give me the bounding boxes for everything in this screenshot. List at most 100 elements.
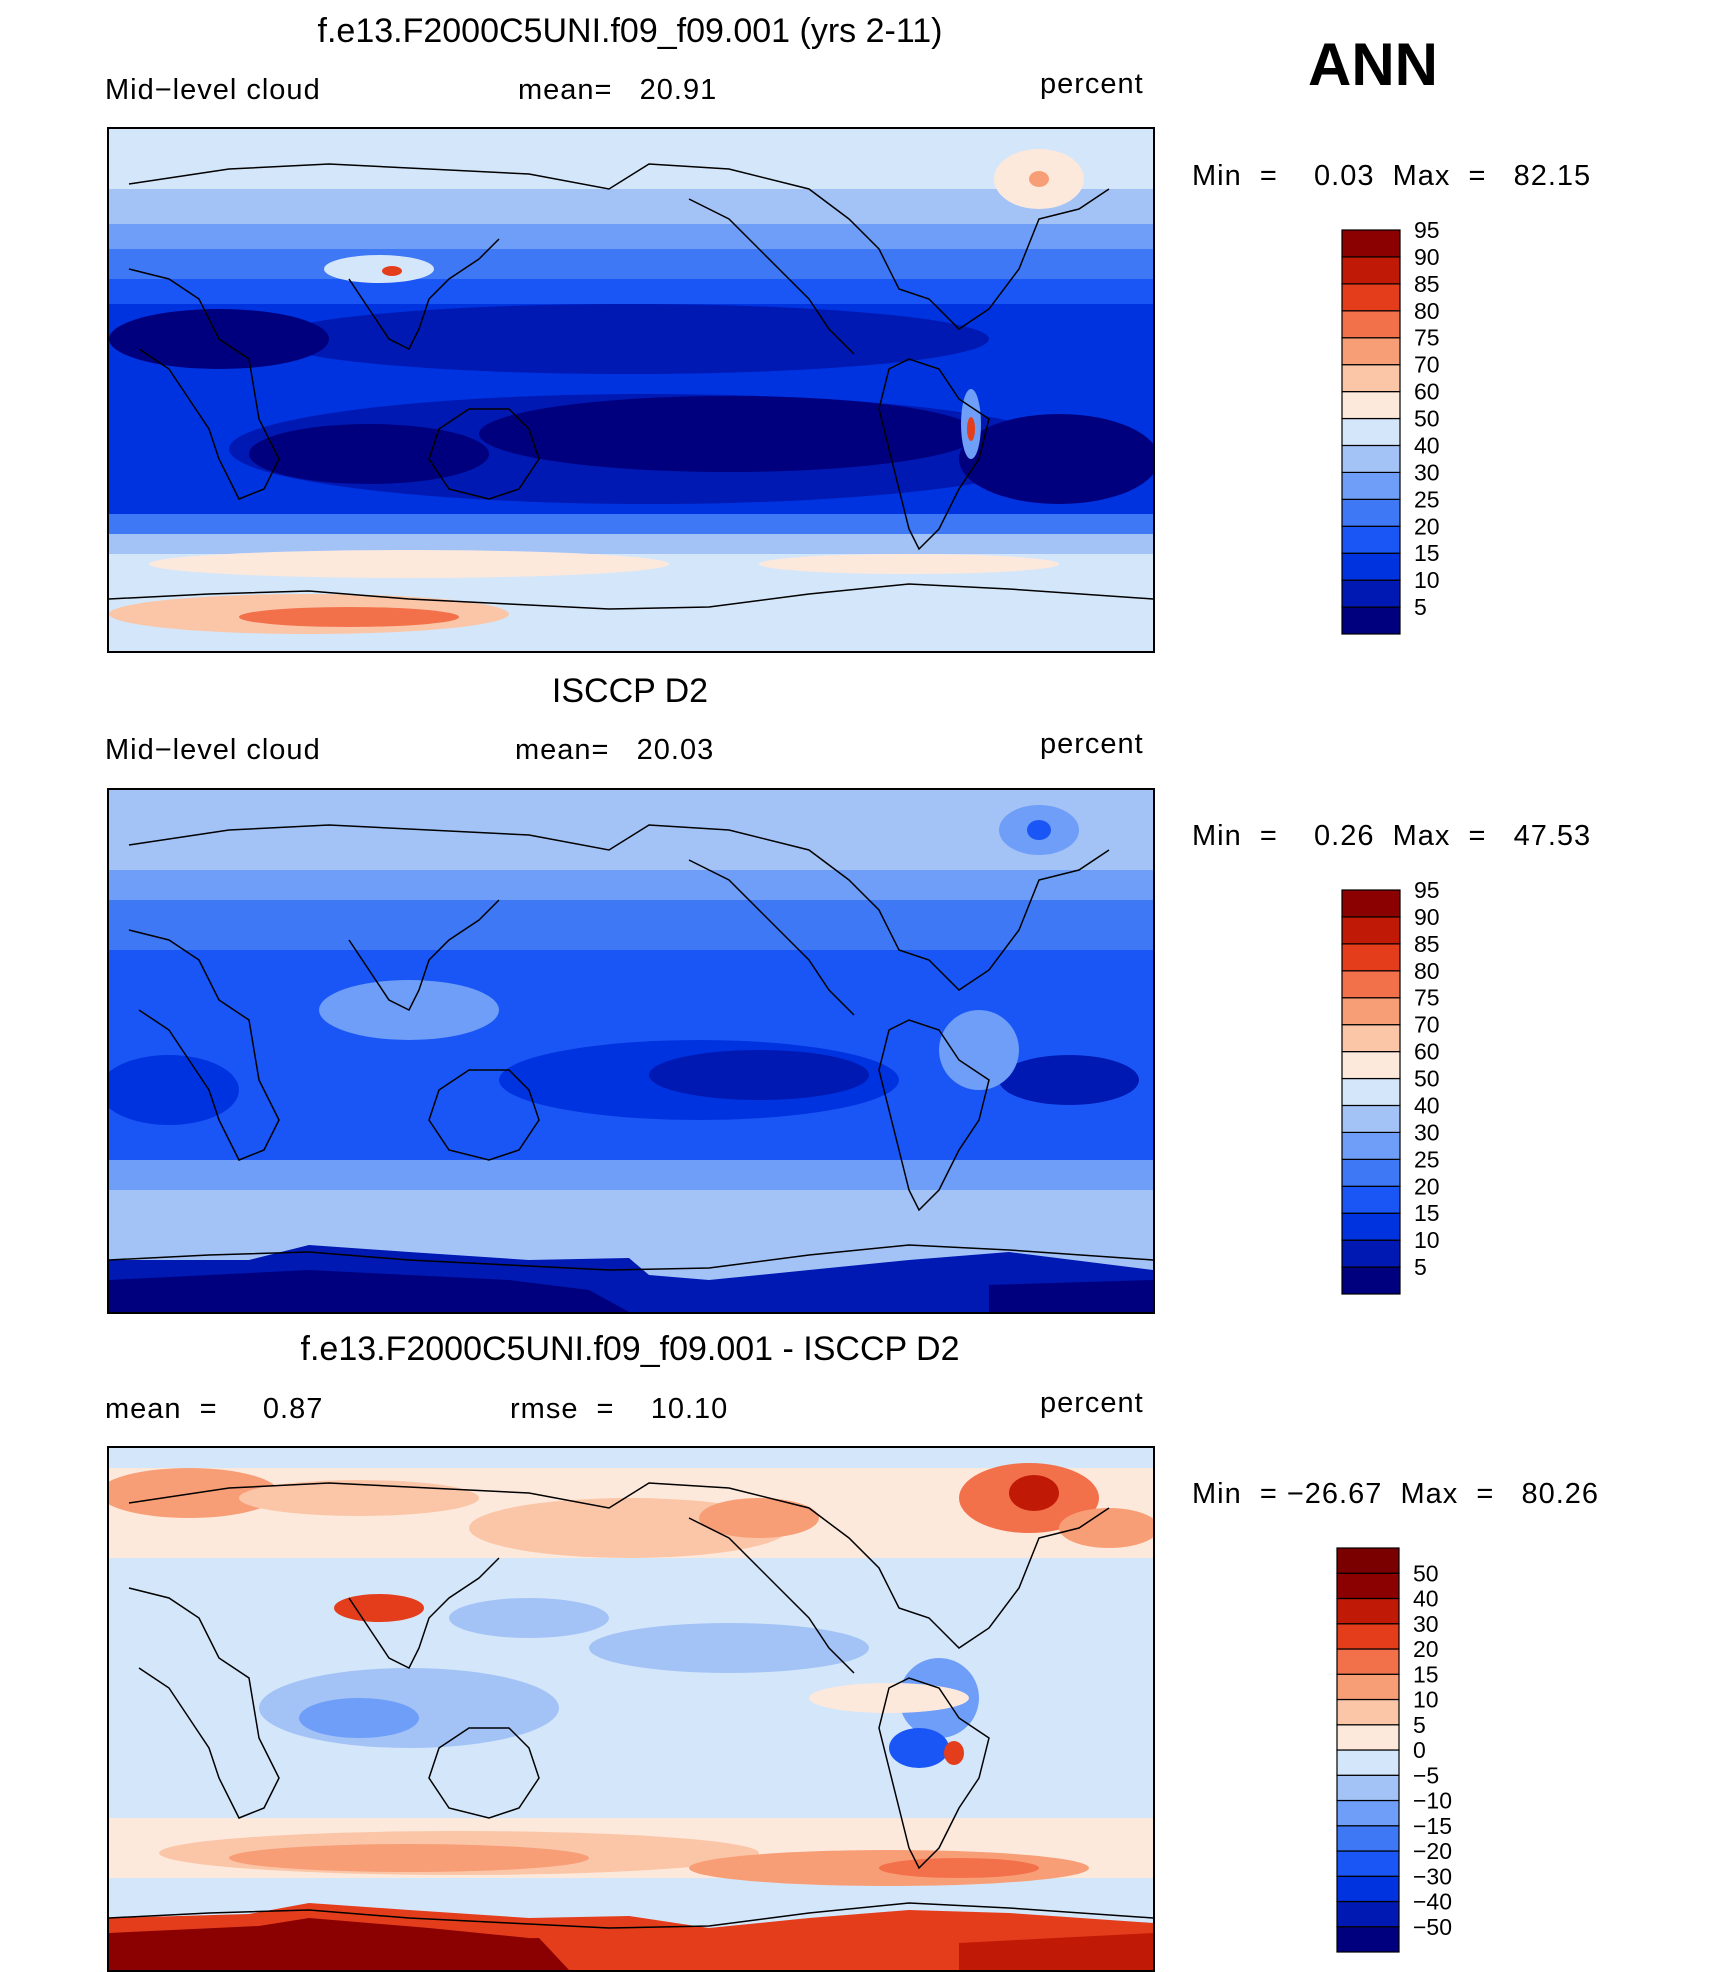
colorbar-tick-label: 25 <box>1414 486 1440 512</box>
colorbar-box <box>1341 229 1401 258</box>
panel-2-field <box>109 790 1153 1312</box>
panel-3-map <box>107 1446 1155 1972</box>
panel-1-units-label: percent <box>1040 68 1144 100</box>
colorbar-box <box>1341 1104 1401 1133</box>
colorbar-box <box>1341 1158 1401 1187</box>
colorbar-box <box>1341 1024 1401 1053</box>
colorbar-tick-label: 10 <box>1414 1227 1440 1253</box>
colorbar-box <box>1341 1051 1401 1080</box>
colorbar-tick-label: 40 <box>1414 432 1440 458</box>
colorbar-tick-label: −40 <box>1413 1889 1452 1915</box>
colorbar-tick-label: 15 <box>1414 540 1440 566</box>
colorbar-tick-label: 15 <box>1414 1200 1440 1226</box>
colorbar-box <box>1341 1185 1401 1214</box>
panel-3-title: f.e13.F2000C5UNI.f09_f09.001 - ISCCP D2 <box>300 1330 960 1368</box>
colorbar-tick-label: 50 <box>1414 1066 1440 1092</box>
colorbar-box <box>1341 1077 1401 1107</box>
colorbar-box <box>1336 1926 1400 1953</box>
colorbar-box <box>1341 391 1401 420</box>
colorbar-box <box>1336 1648 1400 1675</box>
colorbar-box <box>1336 1799 1400 1827</box>
colorbar-tick-label: −10 <box>1413 1788 1452 1814</box>
panel-2-map <box>107 788 1155 1314</box>
colorbar-tick-label: −50 <box>1413 1914 1452 1940</box>
colorbar-box <box>1341 417 1401 447</box>
colorbar-box <box>1336 1900 1400 1928</box>
colorbar-tick-label: 70 <box>1414 352 1440 378</box>
colorbar-tick-label: 85 <box>1414 931 1440 957</box>
colorbar-tick-label: 25 <box>1414 1146 1440 1172</box>
colorbar-box <box>1336 1774 1400 1802</box>
colorbar-box <box>1341 1266 1401 1295</box>
colorbar-tick-label: 10 <box>1413 1687 1439 1713</box>
colorbar-box <box>1341 579 1401 608</box>
colorbar-box <box>1341 471 1401 500</box>
colorbar-tick-label: 5 <box>1413 1712 1426 1738</box>
colorbar-box <box>1341 525 1401 554</box>
colorbar-tick-label: 15 <box>1413 1661 1439 1687</box>
colorbar-tick-label: −20 <box>1413 1838 1452 1864</box>
colorbar-box <box>1341 1212 1401 1241</box>
colorbar-box <box>1341 444 1401 473</box>
colorbar-tick-label: −30 <box>1413 1863 1452 1889</box>
colorbar-box <box>1341 606 1401 635</box>
colorbar-tick-label: 30 <box>1414 459 1440 485</box>
colorbar-box <box>1336 1572 1400 1600</box>
colorbar-tick-label: 5 <box>1414 1254 1427 1280</box>
colorbar-tick-label: 40 <box>1414 1092 1440 1118</box>
colorbar-box <box>1341 1131 1401 1160</box>
colorbar-tick-label: −5 <box>1413 1762 1439 1788</box>
colorbar-box <box>1341 552 1401 581</box>
panel-1-map <box>107 127 1155 653</box>
panel-2-minmax: Min = 0.26 Max = 47.53 <box>1192 820 1592 852</box>
colorbar-tick-label: 90 <box>1414 904 1440 930</box>
colorbar-tick-label: 85 <box>1414 271 1440 297</box>
colorbar-box <box>1341 997 1401 1026</box>
colorbar-tick-label: 30 <box>1414 1119 1440 1145</box>
colorbar-tick-label: 60 <box>1414 379 1440 405</box>
season-label: ANN <box>1308 31 1438 98</box>
colorbar-box <box>1336 1673 1400 1701</box>
panel-2-left-label: Mid−level cloud <box>105 734 321 766</box>
colorbar-box <box>1341 310 1401 339</box>
colorbar-box <box>1341 889 1401 918</box>
colorbar-tick-label: −15 <box>1413 1813 1452 1839</box>
panel-2-title: ISCCP D2 <box>551 672 709 710</box>
colorbar-box <box>1336 1825 1400 1852</box>
colorbar-box <box>1336 1850 1400 1877</box>
panel-1-field <box>109 129 1153 651</box>
panel-3-rmse-label: rmse = 10.10 <box>510 1393 729 1425</box>
colorbar-tick-label: 70 <box>1414 1012 1440 1038</box>
colorbar-tick-label: 20 <box>1414 513 1440 539</box>
colorbar-box <box>1336 1597 1400 1625</box>
panel-3-left-label: mean = 0.87 <box>105 1393 324 1425</box>
colorbar-box <box>1336 1547 1400 1574</box>
colorbar-tick-label: 95 <box>1414 217 1440 243</box>
colorbar-box <box>1336 1698 1400 1726</box>
colorbar-tick-label: 5 <box>1414 594 1427 620</box>
panel-1-minmax: Min = 0.03 Max = 82.15 <box>1192 160 1592 192</box>
colorbar-box <box>1336 1623 1400 1650</box>
colorbar-box <box>1341 1239 1401 1268</box>
colorbar-tick-label: 50 <box>1413 1560 1439 1586</box>
colorbar-tick-label: 20 <box>1414 1173 1440 1199</box>
colorbar-tick-label: 80 <box>1414 298 1440 324</box>
panel-3-colorbar: −50 −40 −30 −20 −15 −10 −5 0 5 10 15 20 30 40 50 <box>1335 1546 1455 1958</box>
panel-1-title: f.e13.F2000C5UNI.f09_f09.001 (yrs 2-11) <box>317 12 943 50</box>
colorbar-box <box>1336 1724 1400 1751</box>
colorbar-tick-label: 90 <box>1414 244 1440 270</box>
colorbar-box <box>1341 256 1401 285</box>
colorbar-tick-label: 50 <box>1414 406 1440 432</box>
colorbar-tick-label: 75 <box>1414 985 1440 1011</box>
colorbar-tick-label: 95 <box>1414 877 1440 903</box>
colorbar-tick-label: 75 <box>1414 325 1440 351</box>
panel-1-mean-label: mean= 20.91 <box>518 74 718 106</box>
colorbar-tick-label: 20 <box>1413 1636 1439 1662</box>
colorbar-box <box>1341 498 1401 527</box>
colorbar-tick-label: 40 <box>1413 1586 1439 1612</box>
colorbar-box <box>1336 1749 1400 1776</box>
panel-2-units-label: percent <box>1040 728 1144 760</box>
